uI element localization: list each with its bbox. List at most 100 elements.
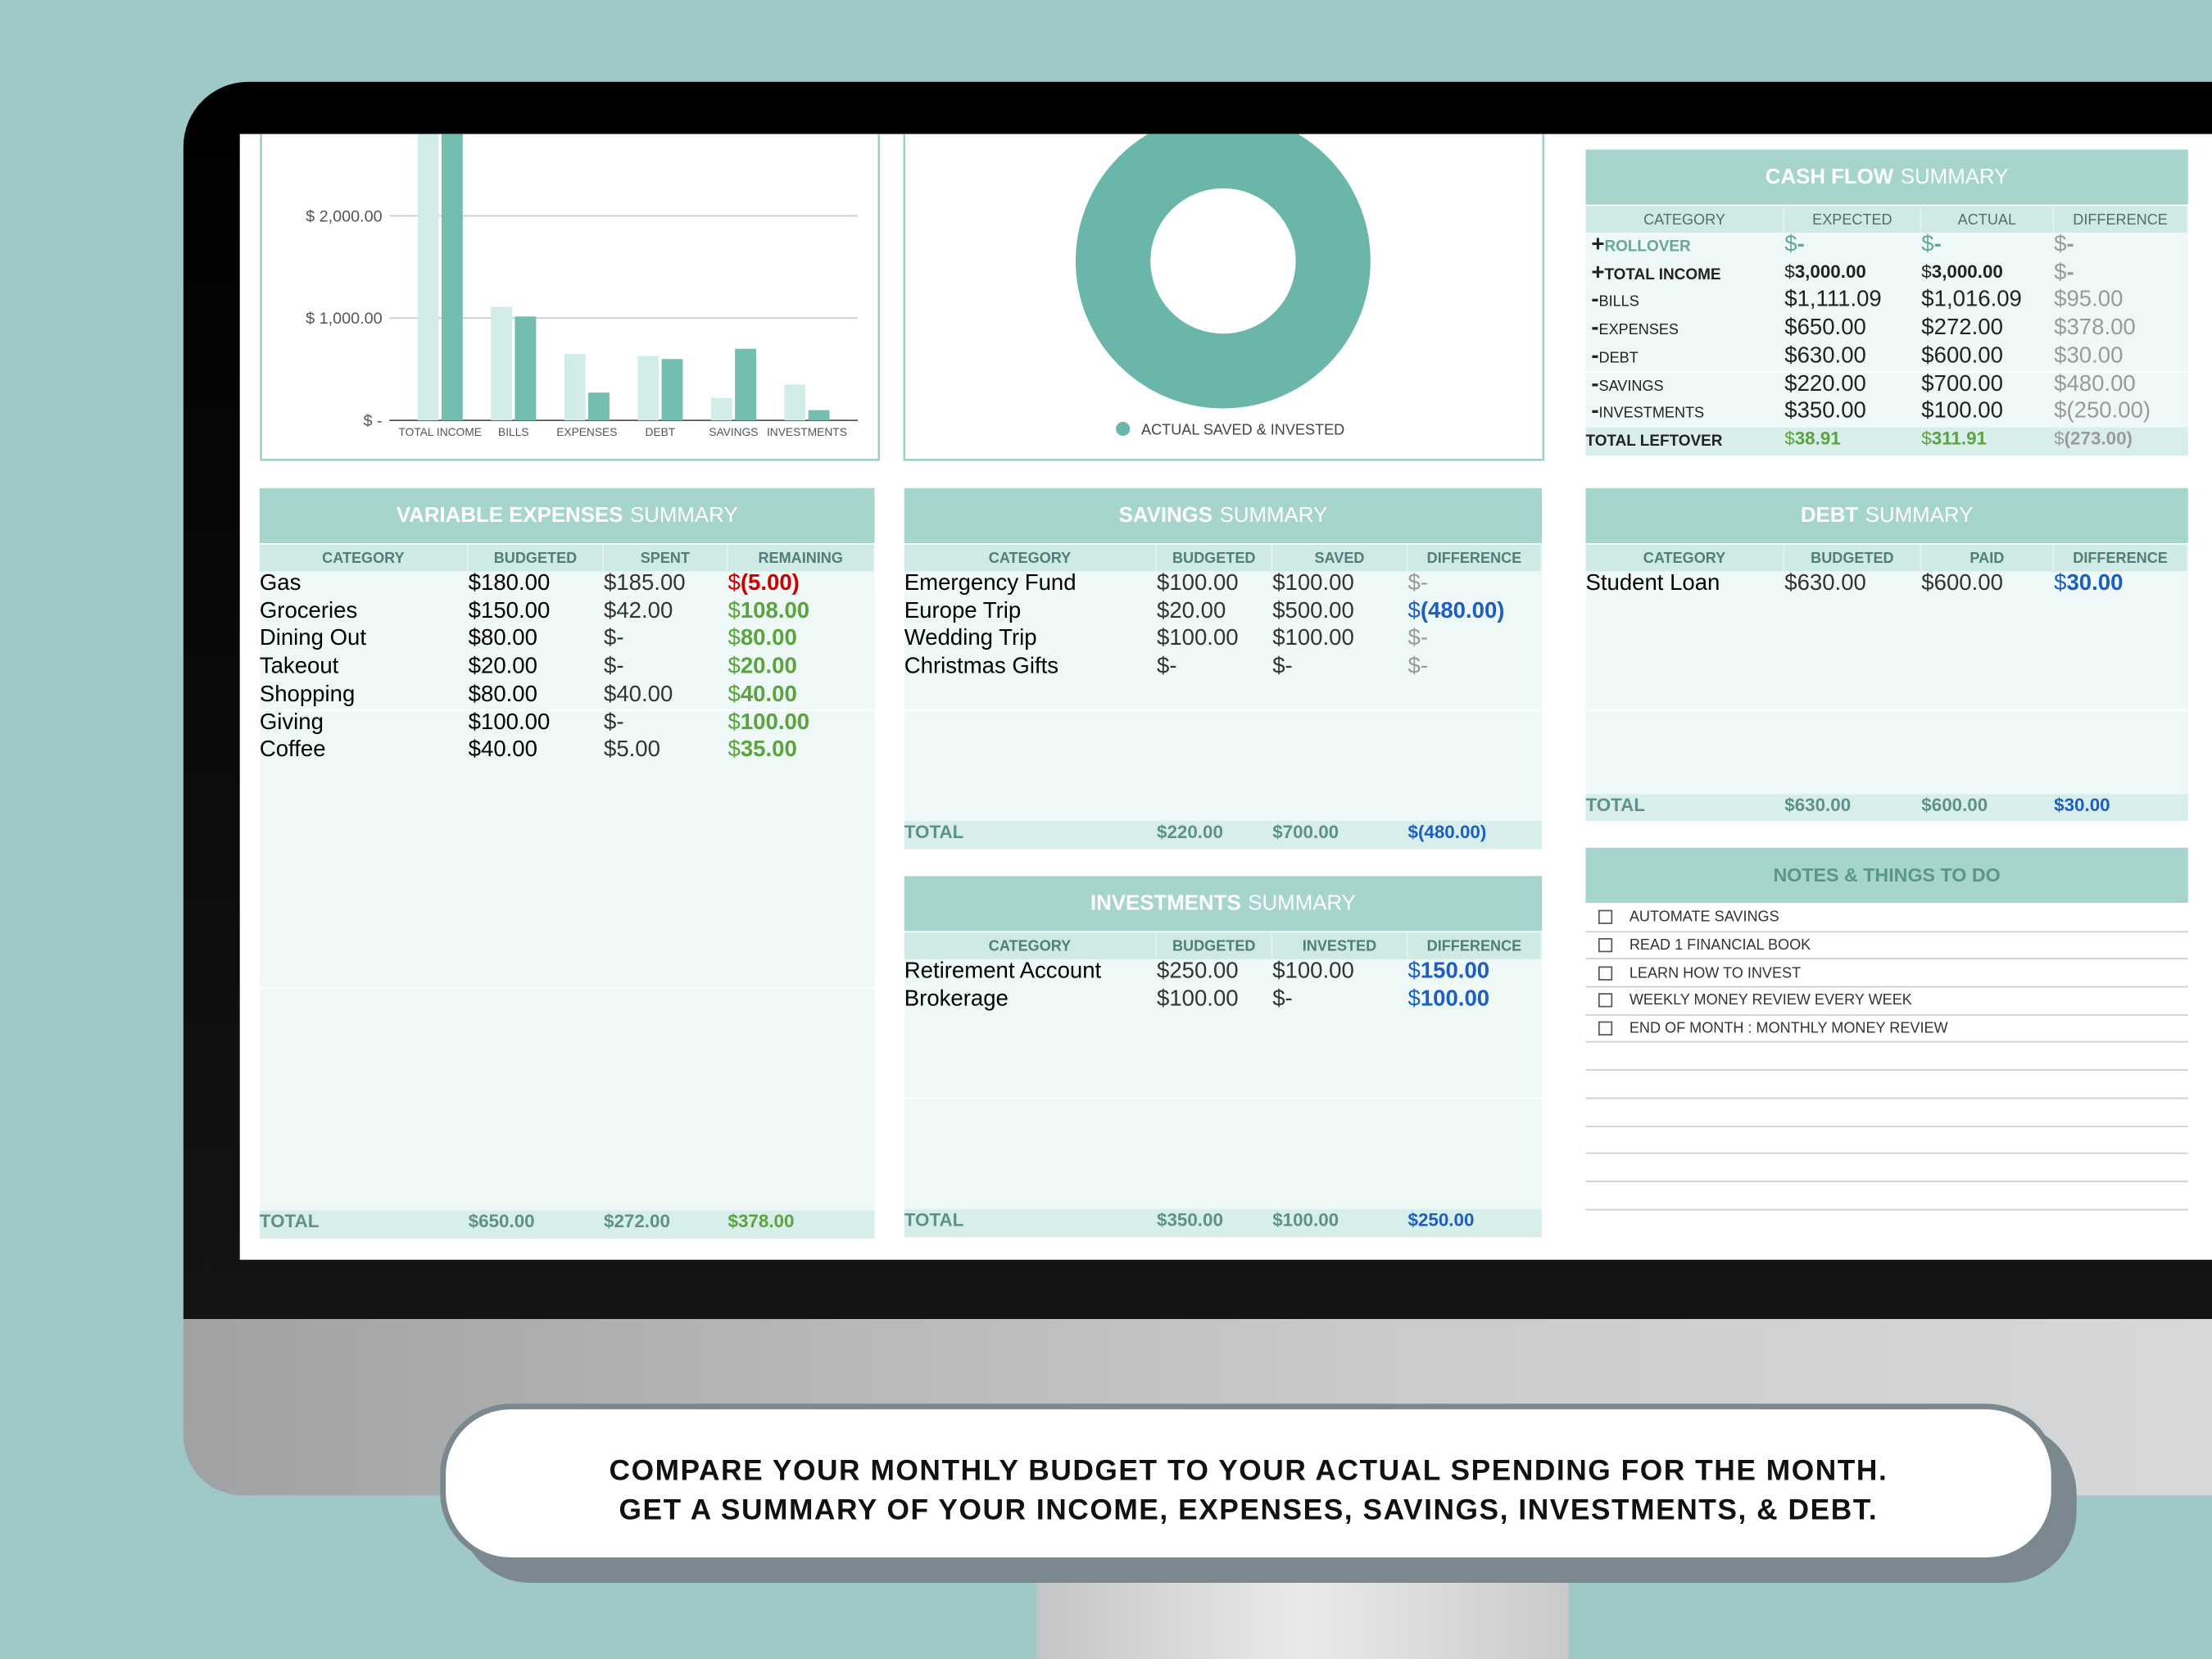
amount: 185.00 [616, 571, 686, 596]
x-tick-label: BILLS [498, 426, 529, 438]
title-bold: CASH FLOW [1765, 165, 1894, 189]
cell: $600.00 [1921, 571, 2055, 600]
checkbox[interactable] [1598, 938, 1613, 953]
category: Student Loan [1585, 571, 1720, 596]
bar [808, 410, 830, 421]
cell [1272, 1154, 1408, 1182]
cell [1156, 709, 1273, 738]
cell [1784, 682, 1922, 710]
cell: $100.00 [1156, 571, 1273, 600]
currency: $ [1407, 627, 1421, 651]
cell: $272.00 [1921, 315, 2055, 344]
currency: $ [1784, 233, 1797, 257]
cell: $80.00 [728, 627, 875, 655]
note-row: END OF MONTH : MONTHLY MONEY REVIEW [1585, 1015, 2188, 1044]
currency: $ [1784, 371, 1797, 397]
currency: $ [1156, 599, 1170, 623]
cell: -BILLS [1585, 288, 1785, 316]
category: Shopping [259, 682, 356, 707]
column-header: BUDGETED [468, 544, 604, 572]
cell [728, 932, 875, 961]
checkbox[interactable] [1598, 910, 1613, 925]
cell [728, 1071, 875, 1099]
category: Dining Out [259, 627, 367, 651]
cell [904, 1098, 1157, 1126]
cell: $42.00 [603, 599, 728, 628]
currency: $ [2054, 233, 2067, 257]
sign: - [1591, 343, 1599, 369]
amount: - [1285, 655, 1293, 679]
x-tick-label: EXPENSES [556, 426, 617, 438]
cell: $220.00 [1156, 821, 1273, 850]
currency: $ [728, 709, 741, 735]
column-header: CATEGORY [259, 544, 469, 572]
category: BILLS [1598, 293, 1639, 311]
cell [468, 1126, 604, 1155]
cell [1156, 1014, 1273, 1043]
cell [259, 793, 469, 822]
cell [468, 765, 604, 794]
cell [904, 1126, 1157, 1154]
cell [1156, 1181, 1273, 1210]
category: Giving [259, 709, 324, 735]
currency: $ [1921, 315, 1934, 341]
title-band: INVESTMENTS SUMMARY [904, 876, 1543, 931]
amount: 42.00 [616, 599, 673, 623]
currency: $ [1272, 1209, 1283, 1231]
currency: $ [1272, 599, 1285, 623]
cell: $20.00 [728, 655, 875, 683]
title-rest: SUMMARY [1900, 165, 2009, 189]
column-header: SPENT [603, 544, 728, 572]
cell [1921, 682, 2055, 710]
cell [1407, 682, 1543, 710]
cell [259, 1182, 469, 1211]
category: Gas [259, 571, 301, 596]
amount: - [1420, 655, 1429, 679]
column-header: BUDGETED [1156, 932, 1273, 959]
cell [468, 793, 604, 822]
amount: - [1797, 233, 1805, 257]
cell: $100.00 [468, 709, 604, 738]
amount: 630.00 [1794, 793, 1852, 815]
cell: $- [1156, 655, 1273, 683]
cell: $480.00 [2054, 371, 2188, 400]
cell: $100.00 [728, 709, 875, 738]
total-label: TOTAL [904, 1209, 964, 1231]
cell [603, 821, 728, 850]
cell [603, 1044, 728, 1072]
y-tick-label: $ 1,000.00 [306, 310, 383, 328]
note-text: READ 1 FINANCIAL BOOK [1629, 936, 1811, 954]
cell [603, 960, 728, 989]
cell [1921, 709, 2055, 738]
title-band: DEBT SUMMARY [1585, 487, 2188, 543]
cell: $30.00 [2054, 793, 2188, 822]
amount: 40.00 [740, 682, 797, 707]
currency: $ [603, 571, 617, 596]
cell: $100.00 [1156, 627, 1273, 655]
column-header: BUDGETED [1156, 544, 1273, 572]
checkbox[interactable] [1598, 993, 1613, 1009]
column-header: CATEGORY [1585, 206, 1785, 233]
cell: $650.00 [1784, 315, 1922, 344]
checkbox[interactable] [1598, 1021, 1613, 1036]
currency: $ [1921, 343, 1934, 369]
note-row: LEARN HOW TO INVEST [1585, 960, 2188, 988]
category: SAVINGS [1598, 377, 1664, 395]
amount: - [616, 627, 624, 651]
checkbox[interactable] [1598, 966, 1613, 981]
cell: Groceries [259, 599, 469, 628]
amount: $80.00 [468, 682, 537, 707]
cell [1784, 655, 1922, 683]
cell [1156, 1098, 1273, 1126]
column-header: CATEGORY [1585, 544, 1785, 572]
note-row [1585, 1154, 2188, 1182]
currency: $ [1784, 571, 1797, 596]
amount: 1,016.09 [1933, 288, 2022, 313]
currency: $ [1921, 233, 1934, 257]
amount: - [1420, 627, 1429, 651]
cell [1156, 737, 1273, 766]
cell [1407, 1042, 1543, 1071]
amount: - [616, 655, 624, 679]
cell [603, 1182, 728, 1211]
